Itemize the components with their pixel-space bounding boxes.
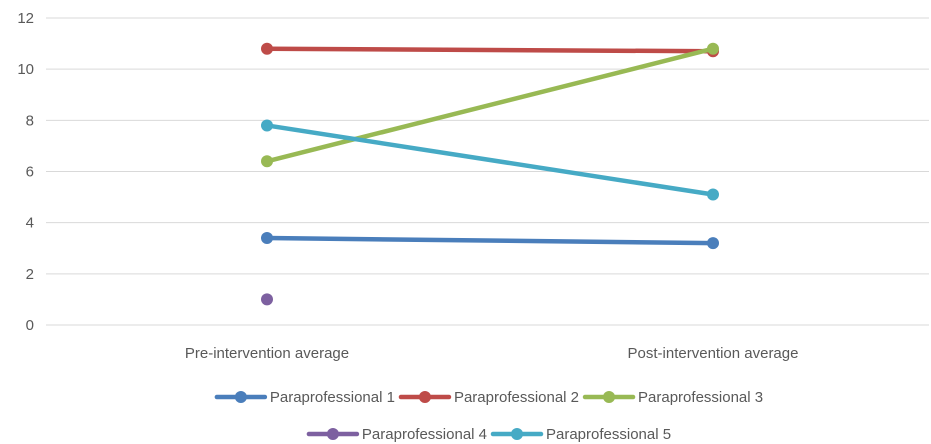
legend-item: Paraprofessional 2 <box>398 389 579 406</box>
legend-item: Paraprofessional 4 <box>306 426 487 443</box>
y-tick-label: 2 <box>26 266 34 283</box>
legend-swatch-marker <box>326 428 339 440</box>
x-tick-label: Post-intervention average <box>628 345 799 362</box>
legend-swatch-marker <box>511 428 523 440</box>
y-tick-label: 12 <box>17 10 34 27</box>
legend-item: Paraprofessional 5 <box>490 426 671 443</box>
y-tick-label: 0 <box>26 317 34 334</box>
y-tick-label: 8 <box>26 112 34 129</box>
series-line <box>264 123 716 197</box>
data-point <box>261 155 273 168</box>
y-tick-label: 4 <box>26 215 34 232</box>
y-axis-tick-labels: 0 2 4 6 8 10 12 <box>17 10 34 334</box>
legend-swatch-marker <box>603 391 616 403</box>
series-3 <box>261 42 719 168</box>
legend-label: Paraprofessional 3 <box>638 389 763 406</box>
legend-swatch-marker <box>234 391 247 403</box>
x-tick-label: Pre-intervention average <box>185 345 349 362</box>
legend-label: Paraprofessional 1 <box>270 389 395 406</box>
y-tick-label: 10 <box>17 61 34 78</box>
legend-item: Paraprofessional 3 <box>582 389 763 406</box>
data-point <box>707 188 719 201</box>
data-point <box>707 237 719 250</box>
data-point <box>261 232 273 245</box>
series-line <box>264 46 716 164</box>
legend-swatch-marker <box>418 391 431 403</box>
data-point <box>261 293 273 306</box>
series-line <box>264 46 716 54</box>
y-tick-label: 6 <box>26 164 34 181</box>
data-point <box>261 42 273 55</box>
legend-item: Paraprofessional 1 <box>214 389 395 406</box>
series-2 <box>261 42 719 58</box>
data-point <box>261 119 273 132</box>
series-4 <box>261 293 273 306</box>
gridlines <box>46 17 929 326</box>
series-lines <box>261 42 719 306</box>
series-line <box>264 235 716 246</box>
x-axis-tick-labels: Pre-intervention average Post-interventio… <box>185 345 799 362</box>
legend-label: Paraprofessional 5 <box>546 426 671 443</box>
legend-label: Paraprofessional 4 <box>362 426 487 443</box>
data-point <box>707 42 719 55</box>
legend-label: Paraprofessional 2 <box>454 389 579 406</box>
series-1 <box>261 232 719 250</box>
legend: Paraprofessional 1 Paraprofessional 2 Para… <box>214 389 763 443</box>
series-5 <box>261 119 719 201</box>
